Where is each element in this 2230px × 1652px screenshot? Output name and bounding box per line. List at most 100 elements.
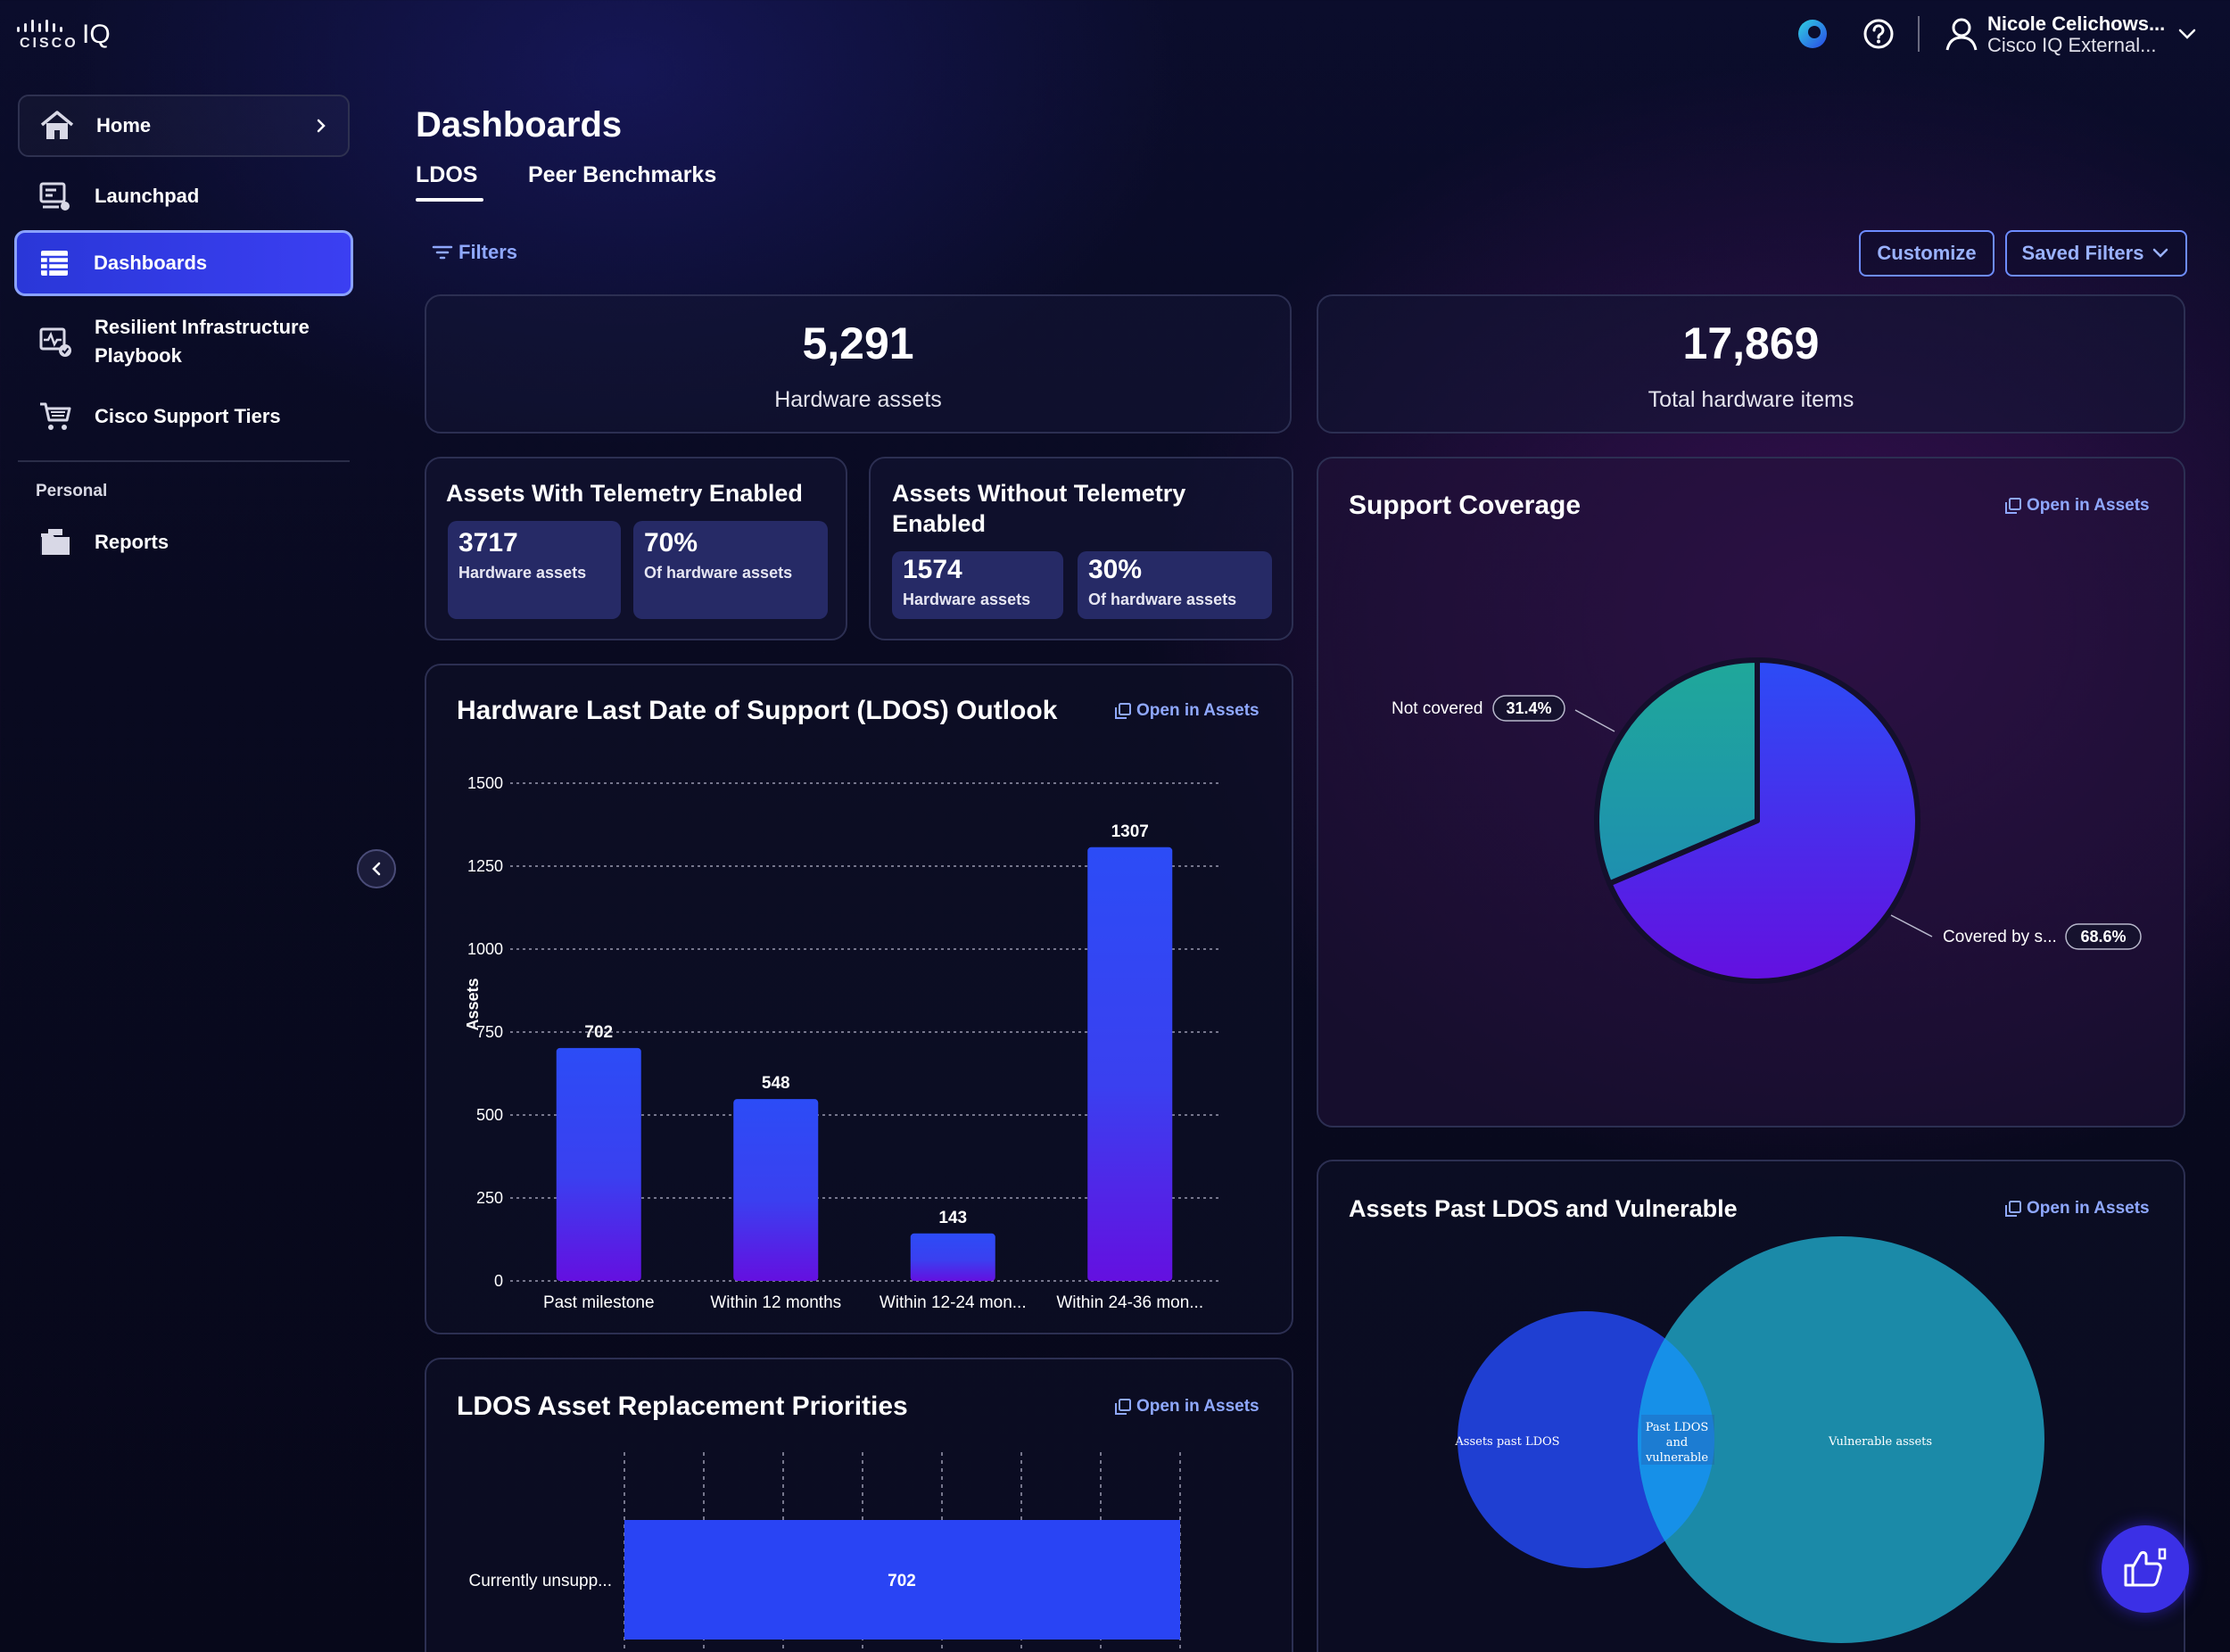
tab-peer-benchmarks[interactable]: Peer Benchmarks xyxy=(528,162,717,187)
y-tick-label: 500 xyxy=(476,1106,503,1124)
open-in-assets-label: Open in Assets xyxy=(1136,701,1260,720)
bar-1[interactable] xyxy=(556,1047,641,1281)
total-items-label: Total hardware items xyxy=(1648,387,1854,412)
sidebar-item-label: Dashboards xyxy=(94,252,208,274)
cart-icon xyxy=(40,402,71,430)
ldos-outlook-card: Hardware Last Date of Support (LDOS) Out… xyxy=(425,664,1293,1334)
bar-4[interactable] xyxy=(1087,847,1173,1281)
venn-circle-vulnerable[interactable] xyxy=(1638,1236,2044,1643)
filters-button[interactable]: Filters xyxy=(432,241,517,264)
card-title: LDOS Asset Replacement Priorities xyxy=(457,1392,908,1421)
count-label: Hardware assets xyxy=(903,591,1031,608)
filters-label: Filters xyxy=(458,241,518,263)
hardware-assets-card: 5,291 Hardware assets xyxy=(425,294,1292,434)
replacement-bar-chart: 702 Currently unsupp... xyxy=(468,1452,1181,1652)
open-external-icon xyxy=(1115,1399,1131,1415)
support-coverage-card: Support Coverage Open in Assets Not cove… xyxy=(1317,457,2185,1127)
sidebar-item-label: Resilient Infrastructure xyxy=(95,316,310,338)
ldos-bar-chart: 0 250 500 750 1000 1250 1500 702 Past milestone… xyxy=(464,774,1218,1312)
user-name[interactable]: Nicole Celichows... xyxy=(1987,12,2166,35)
bar-value-label: 702 xyxy=(584,1023,613,1042)
help-icon[interactable] xyxy=(1861,16,1896,52)
page-title: Dashboards xyxy=(416,105,623,145)
sidebar-item-label: Launchpad xyxy=(95,185,200,207)
bar-3[interactable] xyxy=(910,1233,995,1281)
replacement-priorities-card: LDOS Asset Replacement Priorities Open i… xyxy=(425,1358,1293,1652)
past-ldos-vulnerable-card: Assets Past LDOS and Vulnerable Open in … xyxy=(1317,1160,2185,1652)
open-in-assets-label: Open in Assets xyxy=(2027,1199,2150,1218)
chevron-down-icon[interactable] xyxy=(2176,25,2198,43)
card-title: Enabled xyxy=(892,510,987,537)
sidebar-item-label: Cisco Support Tiers xyxy=(95,405,281,427)
sidebar-item-launchpad[interactable]: Launchpad xyxy=(18,165,350,227)
chevron-down-icon xyxy=(2153,248,2168,258)
home-icon xyxy=(40,111,74,139)
sidebar-divider xyxy=(18,460,350,462)
open-in-assets-link[interactable]: Open in Assets xyxy=(1115,1397,1260,1417)
total-items-value: 17,869 xyxy=(1682,318,1820,368)
dashboard-icon xyxy=(41,251,68,276)
folder-icon xyxy=(40,529,70,555)
sidebar-item-support-tiers[interactable]: Cisco Support Tiers xyxy=(18,385,350,448)
y-tick-label: 250 xyxy=(476,1189,503,1207)
pie-slice-covered[interactable] xyxy=(1606,657,1920,984)
sidebar-item-reports[interactable]: Reports xyxy=(18,511,350,574)
pie-slice-not-covered[interactable] xyxy=(1594,657,1760,887)
product-name[interactable]: IQ xyxy=(82,20,111,49)
telemetry-enabled-card: Assets With Telemetry Enabled 3717 Hardw… xyxy=(425,457,847,640)
card-title: Assets With Telemetry Enabled xyxy=(446,480,803,507)
user-avatar-icon[interactable] xyxy=(1945,16,1978,52)
open-in-assets-label: Open in Assets xyxy=(1136,1397,1260,1416)
topbar-divider xyxy=(1918,16,1920,52)
bar-value-label: 702 xyxy=(888,1572,916,1590)
pie-value-not-covered: 31.4% xyxy=(1506,699,1551,717)
open-in-assets-link[interactable]: Open in Assets xyxy=(2005,496,2150,516)
sidebar-item-home[interactable]: Home xyxy=(18,95,350,157)
open-in-assets-link[interactable]: Open in Assets xyxy=(1115,701,1260,721)
pie-label-not-covered: Not covered xyxy=(1392,699,1483,718)
venn-diagram: Assets past LDOS Past LDOS and vulnerabl… xyxy=(1454,1236,2044,1643)
count-label: Hardware assets xyxy=(458,564,587,582)
tab-ldos[interactable]: LDOS xyxy=(416,162,478,187)
overlap-label-box xyxy=(1641,1415,1714,1465)
filter-icon xyxy=(432,245,453,260)
pct-label: Of hardware assets xyxy=(644,564,793,582)
support-coverage-pie: Not covered 31.4% Covered by s... 68.6% xyxy=(1392,657,2142,984)
replacement-bar[interactable] xyxy=(624,1520,1180,1640)
sidebar-item-dashboards[interactable]: Dashboards xyxy=(14,230,353,296)
sidebar-item-label: Home xyxy=(96,114,152,136)
leader-line xyxy=(1574,709,1615,732)
venn-label-right: Vulnerable assets xyxy=(1828,1435,1932,1449)
bar-2[interactable] xyxy=(733,1099,819,1281)
x-tick-label: Past milestone xyxy=(543,1293,655,1312)
bar-category-label: Currently unsupp... xyxy=(468,1572,612,1590)
assistant-orb-icon[interactable] xyxy=(1795,16,1830,52)
telemetry-disabled-pct: 30% Of hardware assets xyxy=(1078,551,1272,619)
y-tick-label: 1250 xyxy=(467,857,503,875)
count-value: 3717 xyxy=(458,528,518,558)
cisco-logo-icon xyxy=(17,20,62,32)
saved-filters-button[interactable]: Saved Filters xyxy=(2005,230,2187,277)
y-axis-label: Assets xyxy=(464,978,482,1030)
card-title: Assets Past LDOS and Vulnerable xyxy=(1349,1195,1738,1222)
chevron-left-icon xyxy=(372,862,381,876)
open-external-icon xyxy=(2005,1201,2021,1217)
y-tick-label: 1000 xyxy=(467,940,503,958)
sidebar-item-resilient-playbook[interactable]: Resilient Infrastructure Playbook xyxy=(18,308,350,376)
telemetry-disabled-count: 1574 Hardware assets xyxy=(892,551,1063,619)
hardware-assets-label: Hardware assets xyxy=(774,387,942,412)
user-org[interactable]: Cisco IQ External... xyxy=(1987,34,2157,56)
y-tick-label: 750 xyxy=(476,1023,503,1041)
y-tick-label: 0 xyxy=(494,1272,503,1290)
bar-value-label: 548 xyxy=(762,1074,790,1093)
open-in-assets-link[interactable]: Open in Assets xyxy=(2005,1199,2150,1218)
x-tick-label: Within 24-36 mon... xyxy=(1056,1293,1203,1312)
telemetry-enabled-count: 3717 Hardware assets xyxy=(448,521,621,619)
bar-value-label: 1307 xyxy=(1111,822,1149,841)
feedback-button[interactable] xyxy=(2102,1525,2189,1613)
cisco-wordmark: CISCO xyxy=(20,36,78,51)
card-title: Assets Without Telemetry xyxy=(892,480,1186,507)
sidebar-collapse-button[interactable] xyxy=(357,849,396,888)
pie-value-pill xyxy=(1492,695,1565,722)
customize-button[interactable]: Customize xyxy=(1859,230,1995,277)
